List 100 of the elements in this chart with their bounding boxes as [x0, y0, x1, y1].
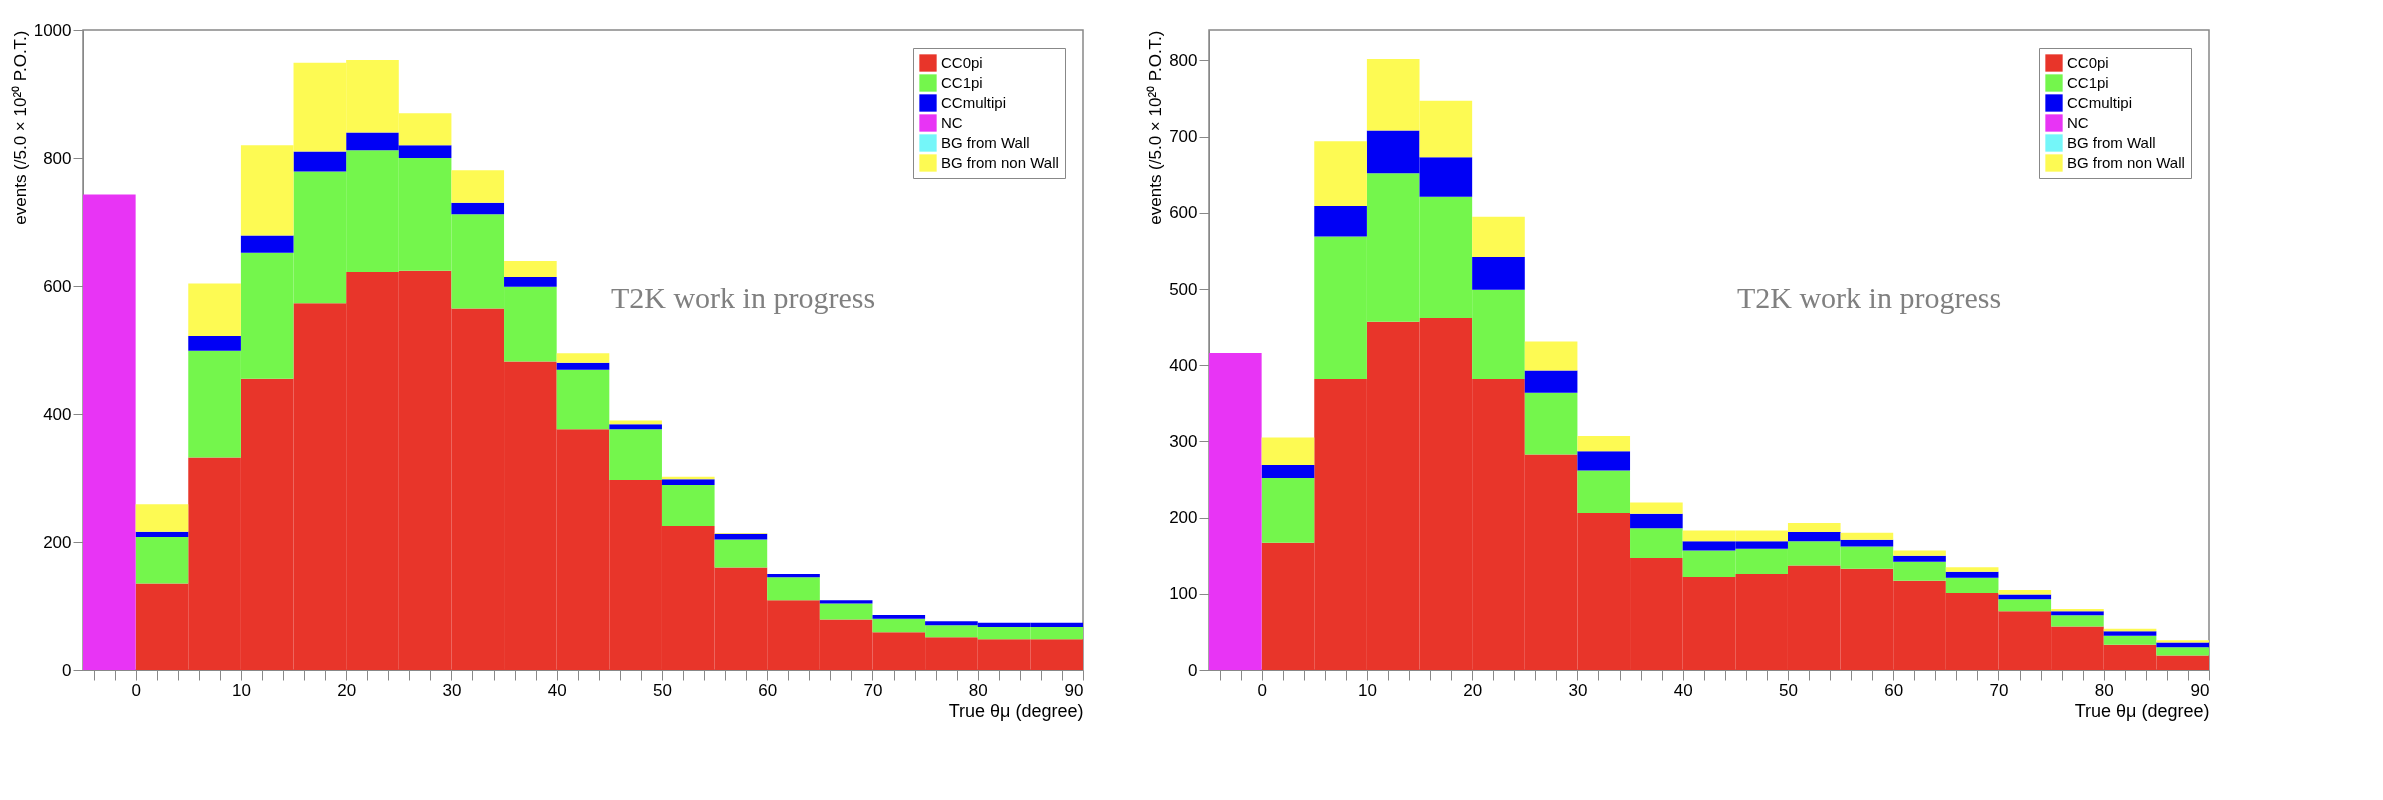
legend-label: BG from non Wall [941, 154, 1059, 171]
bar [1630, 502, 1683, 514]
bar [819, 603, 873, 620]
x-tick-label: 40 [547, 680, 567, 700]
legend-label: NC [941, 114, 963, 131]
bar [767, 574, 820, 578]
bar [767, 577, 820, 601]
bar [2051, 615, 2104, 627]
bar [135, 531, 189, 537]
bar [1472, 257, 1525, 290]
bar [819, 600, 873, 604]
annotation: T2K work in progress [610, 280, 876, 314]
bar [293, 151, 347, 172]
bar [135, 504, 189, 532]
x-tick-label: 90 [1064, 680, 1084, 700]
y-tick-label: 200 [1169, 508, 1198, 528]
y-tick-label: 600 [1169, 203, 1198, 223]
legend-label: CCmultipi [2067, 94, 2133, 111]
legend-label: CC1pi [941, 74, 983, 91]
y-tick-label: 0 [1188, 660, 1198, 680]
x-tick-label: 0 [131, 680, 141, 700]
bar [609, 420, 662, 425]
annotation: T2K work in progress [1736, 280, 2002, 314]
bar [451, 202, 505, 215]
bar [609, 424, 662, 430]
bar [1314, 206, 1367, 237]
bar [556, 353, 610, 363]
bar [556, 369, 610, 430]
bar [1893, 555, 1946, 562]
bar [556, 362, 610, 370]
bar [1945, 567, 1999, 572]
bar [188, 283, 241, 336]
y-tick-label: 300 [1169, 431, 1198, 451]
y-tick-label: 800 [1169, 50, 1198, 70]
bar [2051, 611, 2104, 616]
x-tick-label: 70 [863, 680, 883, 700]
x-tick-label: 20 [337, 680, 357, 700]
bar [1998, 599, 2052, 612]
bar [240, 235, 294, 253]
legend-label: CCmultipi [941, 94, 1007, 111]
y-axis-title: events (/5.0 × 10²⁰ P.O.T.) [1146, 30, 1166, 225]
legend-label: CC0pi [941, 54, 983, 71]
x-tick-label: 60 [1884, 680, 1904, 700]
bar [1314, 141, 1367, 206]
bar [714, 539, 768, 568]
x-tick-label: 20 [1463, 680, 1483, 700]
y-tick-label: 700 [1169, 127, 1198, 147]
bar [1577, 470, 1631, 514]
y-tick-label: 800 [43, 148, 72, 168]
x-tick-label: 80 [968, 680, 988, 700]
y-tick-label: 600 [43, 276, 72, 296]
y-tick-label: 400 [1169, 355, 1198, 375]
legend-label: CC0pi [2067, 54, 2109, 71]
bar [2103, 631, 2157, 636]
y-tick-label: 1000 [33, 20, 72, 40]
bar [2156, 640, 2209, 643]
x-tick-label: 80 [2094, 680, 2114, 700]
x-tick-label: 50 [652, 680, 672, 700]
x-tick-label: 10 [1357, 680, 1377, 700]
bar [714, 533, 768, 540]
bar [1524, 370, 1578, 393]
legend-label: CC1pi [2067, 74, 2109, 91]
x-tick-label: 70 [1989, 680, 2009, 700]
bar [1472, 216, 1525, 258]
bar [1630, 513, 1683, 529]
x-tick-label: 90 [2190, 680, 2210, 700]
x-tick-label: 0 [1257, 680, 1267, 700]
bar [2156, 647, 2209, 656]
legend-label: BG from non Wall [2067, 154, 2185, 171]
bar [661, 479, 715, 486]
bar [188, 335, 241, 351]
bar [504, 261, 557, 278]
y-tick-label: 400 [43, 404, 72, 424]
legend-label: BG from Wall [941, 134, 1030, 151]
bar [135, 536, 189, 584]
bar [872, 614, 926, 619]
legend-label: BG from Wall [2067, 134, 2156, 151]
bar [1577, 451, 1631, 471]
bar [1945, 571, 1999, 578]
bar [1261, 437, 1315, 466]
bar [2103, 635, 2157, 645]
bar [1840, 532, 1894, 540]
x-tick-label: 40 [1673, 680, 1693, 700]
bar [1209, 353, 1262, 670]
x-tick-label: 30 [1568, 680, 1588, 700]
y-tick-label: 100 [1169, 584, 1198, 604]
bar [1524, 341, 1578, 371]
bar [661, 485, 715, 526]
bar [451, 170, 505, 203]
y-tick-label: 0 [62, 660, 72, 680]
bar [1261, 478, 1315, 543]
y-axis-title: events (/5.0 × 10²⁰ P.O.T.) [10, 30, 30, 225]
bar [1998, 590, 2052, 595]
x-tick-label: 30 [442, 680, 462, 700]
x-tick-label: 60 [758, 680, 778, 700]
bar [504, 277, 557, 287]
x-axis-title: True θμ (degree) [2074, 700, 2210, 721]
bar [1524, 392, 1578, 455]
y-tick-label: 200 [43, 532, 72, 552]
x-axis-title: True θμ (degree) [948, 700, 1084, 721]
